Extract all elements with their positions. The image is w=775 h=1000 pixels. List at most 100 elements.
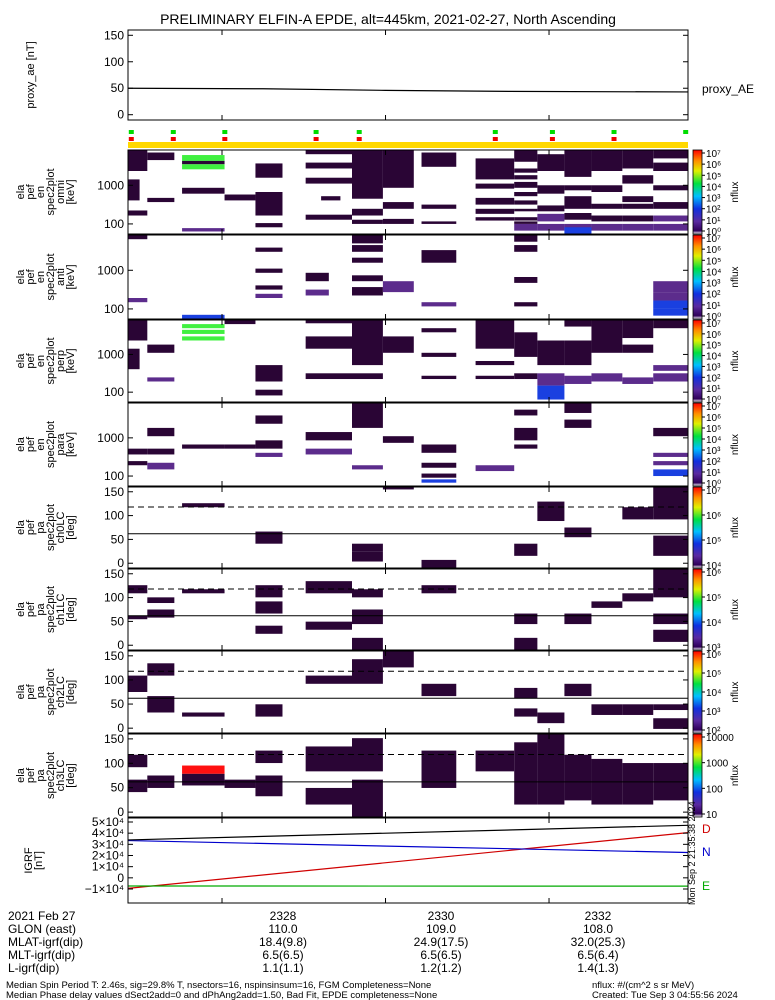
pa_ch2-cb-tick-label: 10⁴ — [706, 688, 721, 699]
spec_omni-cell — [255, 163, 283, 178]
spec_omni-ytick-label: 100 — [104, 217, 124, 231]
spec_anti-ylabel-line: pef — [25, 268, 37, 284]
spec_perp-cb-tick-label: 10⁵ — [706, 341, 721, 352]
spec_para-ytick-label: 100 — [104, 469, 124, 483]
pa_ch1-frame — [127, 568, 689, 651]
spec_omni-cell — [382, 218, 414, 224]
spec_omni-cell — [305, 162, 352, 169]
pa_ch1-ytick-label: 50 — [111, 614, 125, 628]
spec_perp-ylabel-line: perp — [55, 350, 67, 372]
spec_perp-cell — [352, 320, 383, 366]
spec_omni-cell — [514, 192, 538, 197]
pa_ch2-cell — [128, 675, 148, 692]
spec_anti-cell — [128, 298, 148, 303]
pa_ch1-cell — [514, 637, 538, 650]
igrf-ytick-label: 0 — [117, 871, 124, 885]
flag-markers — [128, 130, 689, 141]
spec_para-cell — [305, 448, 352, 455]
igrf-series-d — [127, 832, 689, 889]
pa_ch3-colorbar — [692, 733, 703, 818]
spec_perp-cell — [653, 365, 688, 371]
pa_ch3-cell — [305, 746, 352, 772]
pa_ch1-cell — [147, 597, 175, 604]
flag-marker-green — [356, 130, 362, 134]
pa_ch3-ylabel-line: ela — [15, 767, 27, 783]
spec_omni-cell — [653, 185, 688, 191]
pa_ch2-cb-tick-label: 10³ — [706, 707, 721, 718]
spec_anti-cell — [653, 300, 688, 309]
spec_anti-cell — [653, 281, 688, 293]
pa_ch2-cb-tick-label: 10⁶ — [706, 650, 721, 661]
footer-row-glon: GLON (east) — [8, 922, 76, 936]
spec_omni-cb-tick-label: 10⁷ — [706, 149, 721, 160]
flag-marker-green — [222, 130, 228, 134]
spec_omni-cell — [382, 202, 414, 209]
pa_ch1-cb-tick-label: 10³ — [706, 643, 721, 654]
spec_omni-cell — [421, 204, 457, 209]
flag-marker-red — [549, 137, 555, 141]
spec_omni-cell — [514, 175, 538, 180]
spec_anti-cell — [514, 245, 538, 252]
pa_ch1-cell — [564, 613, 592, 625]
spec_omni-cell — [182, 228, 225, 232]
pa_ch2-cell — [653, 718, 688, 729]
proxy_ae-ytick-label: 150 — [104, 28, 124, 42]
spec_para-cell — [421, 479, 457, 483]
igrf-series-total — [127, 824, 689, 841]
footer-c3-mlat: 32.0(25.3) — [571, 935, 626, 949]
spec_omni-cell — [537, 205, 565, 212]
pa_ch1-ytick-label: 150 — [104, 567, 124, 581]
spec_anti-cell — [255, 293, 283, 298]
spec_omni-cell — [622, 223, 654, 231]
igrf-ylabel-line: [nT] — [33, 851, 45, 870]
pa_ch1-ytick-label: 100 — [104, 591, 124, 605]
footer-c3-mlt: 6.5(6.4) — [577, 948, 618, 962]
pa_ch3-cell — [128, 754, 148, 768]
spec_perp-cell — [622, 320, 654, 339]
pa_ch3-ytick-label: 150 — [104, 732, 124, 746]
spec_para-cb-tick-label: 10³ — [706, 446, 721, 457]
spec_perp-cell — [305, 336, 352, 349]
pa_ch2-cell — [182, 712, 225, 717]
spec_omni-cell — [128, 210, 148, 216]
pa_ch2-cell — [514, 687, 538, 699]
spec_omni-cell — [653, 162, 688, 171]
flag-marker-green — [313, 130, 319, 134]
footer-c3-time: 2332 — [585, 909, 612, 923]
pa_ch1-cell — [305, 581, 352, 594]
flag-marker-green — [492, 130, 498, 134]
pa_ch0-cell — [352, 543, 383, 552]
spec_anti-ylabel-line: ela — [15, 269, 27, 285]
spec_omni-cell — [653, 150, 688, 159]
spec_omni-cell — [591, 215, 623, 222]
spec_para-ylabel-line: [keV] — [65, 432, 77, 457]
spec_para-cb-tick-label: 10⁴ — [706, 435, 721, 446]
footer-c1-time: 2328 — [270, 909, 297, 923]
pa_ch1-ylabel-line: ch1LC — [55, 594, 67, 626]
spec_omni-cell — [475, 197, 515, 205]
pa_ch3-cell — [182, 773, 225, 786]
footer-c1-glon: 110.0 — [268, 922, 297, 936]
spec_omni-cb-tick-label: 10⁴ — [706, 182, 721, 193]
spec_para-cell — [421, 462, 457, 468]
pa_ch0-cb-tick-label: 10⁶ — [706, 511, 721, 522]
pa_ch3-cell — [622, 763, 654, 805]
spec_para-cell — [147, 462, 175, 470]
spec_para-cell — [147, 448, 175, 455]
footer-c1-l: 1.1(1.1) — [262, 961, 303, 975]
pa_ch0-ylabel-line: [deg] — [65, 515, 77, 539]
igrf-ytick-label: −1×10⁴ — [85, 882, 124, 896]
spec_para-cell — [255, 452, 283, 457]
spec_perp-cb-label: nflux — [730, 350, 741, 371]
pa_ch2-cell — [382, 651, 414, 668]
pa_ch1-ytick-label: 0 — [117, 638, 124, 652]
proxy_ae-series-proxy_ae — [127, 87, 689, 93]
pa_ch3-cell — [421, 750, 457, 788]
pa_ch0-ytick-label: 50 — [111, 532, 125, 546]
spec_perp-cell — [537, 373, 565, 386]
flag-marker-red — [170, 137, 176, 141]
spec_perp-cell — [622, 377, 654, 384]
spec_anti-cell — [352, 245, 383, 252]
spec_perp-colorbar — [692, 319, 703, 403]
spec_omni-cell — [421, 221, 457, 224]
